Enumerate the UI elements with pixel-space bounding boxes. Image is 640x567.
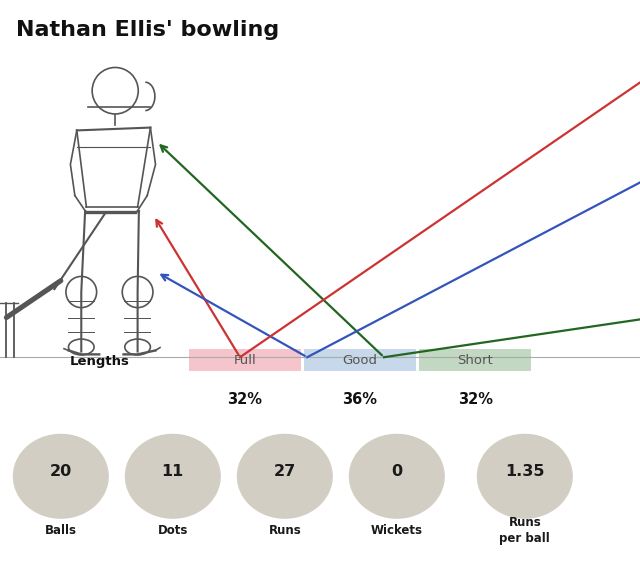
Ellipse shape [237,434,333,519]
Text: Full: Full [234,354,256,366]
Text: 32%: 32% [227,392,262,407]
Ellipse shape [477,434,573,519]
Text: Balls: Balls [45,524,77,536]
Text: Dots: Dots [157,524,188,536]
Ellipse shape [349,434,445,519]
Bar [304,349,416,371]
Text: 36%: 36% [342,392,378,407]
Text: 32%: 32% [458,392,493,407]
Text: Runs: Runs [268,524,301,536]
Text: Lengths: Lengths [69,356,129,368]
Text: Good: Good [342,354,378,366]
Text: Wickets: Wickets [371,524,423,536]
Text: Short: Short [458,354,493,366]
Ellipse shape [13,434,109,519]
Bar [189,349,301,371]
Text: Runs
per ball: Runs per ball [499,515,550,545]
Bar [419,349,531,371]
Text: 20: 20 [50,464,72,479]
Text: 27: 27 [274,464,296,479]
Ellipse shape [125,434,221,519]
Text: 0: 0 [391,464,403,479]
Text: 1.35: 1.35 [505,464,545,479]
Text: 11: 11 [162,464,184,479]
Text: Nathan Ellis' bowling: Nathan Ellis' bowling [16,20,279,40]
